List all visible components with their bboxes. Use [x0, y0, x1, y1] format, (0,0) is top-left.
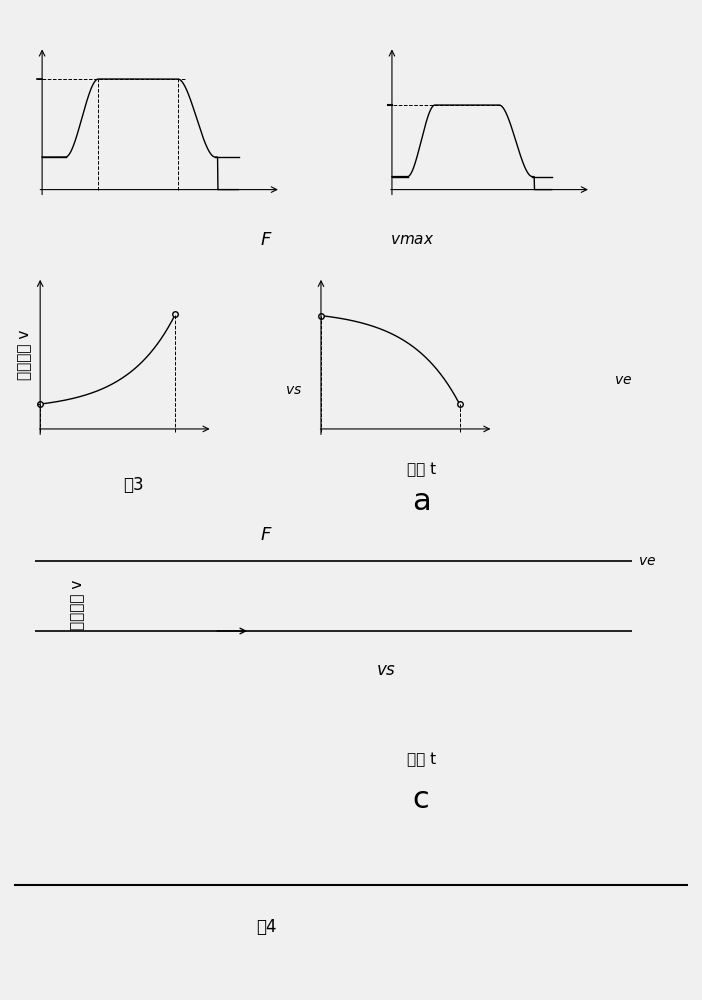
Text: $F$: $F$ [260, 526, 273, 544]
Text: a: a [412, 488, 430, 516]
Text: 进给速率 v: 进给速率 v [69, 580, 85, 630]
Text: $ve$: $ve$ [638, 554, 656, 568]
Text: 时间 t: 时间 t [406, 752, 436, 768]
Text: 图3: 图3 [123, 476, 144, 494]
Text: $vs$: $vs$ [376, 661, 396, 679]
Text: $F$: $F$ [260, 231, 273, 249]
Text: 进给速率 v: 进给速率 v [17, 330, 32, 380]
Text: c: c [413, 786, 430, 814]
Text: $ve$: $ve$ [614, 373, 633, 387]
Text: $vmax$: $vmax$ [390, 232, 434, 247]
Text: $vs$: $vs$ [285, 383, 302, 397]
Text: 图4: 图4 [256, 918, 277, 936]
Text: 时间 t: 时间 t [406, 462, 436, 478]
